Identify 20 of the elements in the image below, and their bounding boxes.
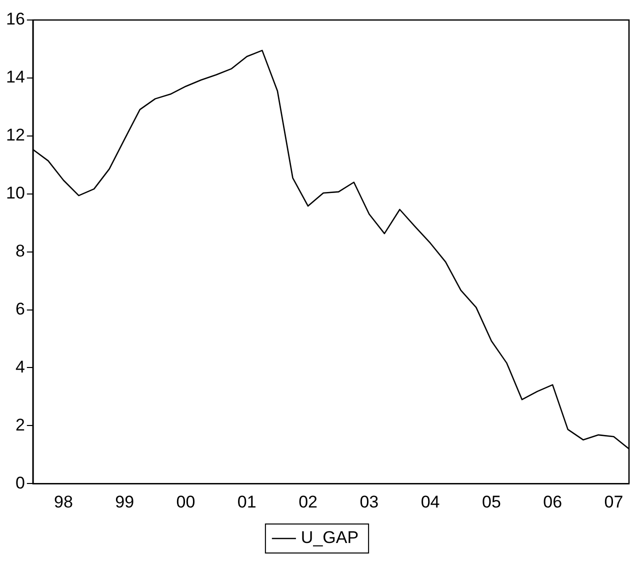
y-tick-label: 14: [6, 68, 25, 87]
y-tick-label: 8: [15, 241, 25, 260]
y-tick-label: 0: [15, 473, 25, 492]
x-tick-label: 05: [482, 492, 501, 512]
x-tick-label: 04: [420, 492, 440, 512]
y-tick-label: 6: [15, 299, 25, 318]
y-tick-label: 10: [6, 184, 25, 203]
y-tick-label: 4: [15, 357, 25, 376]
x-tick-label: 01: [237, 492, 256, 512]
y-tick-label: 12: [6, 126, 25, 145]
y-tick-label: 2: [15, 415, 25, 434]
x-tick-label: 98: [54, 492, 73, 512]
x-tick-label: 99: [115, 492, 134, 512]
x-tick-label: 06: [543, 492, 562, 512]
x-tick-label: 00: [176, 492, 196, 512]
x-tick-label: 07: [604, 492, 624, 512]
legend-label: U_GAP: [300, 528, 359, 548]
x-tick-label: 02: [298, 492, 318, 512]
x-tick-label: 03: [360, 492, 379, 512]
y-tick-label: 16: [6, 10, 25, 29]
